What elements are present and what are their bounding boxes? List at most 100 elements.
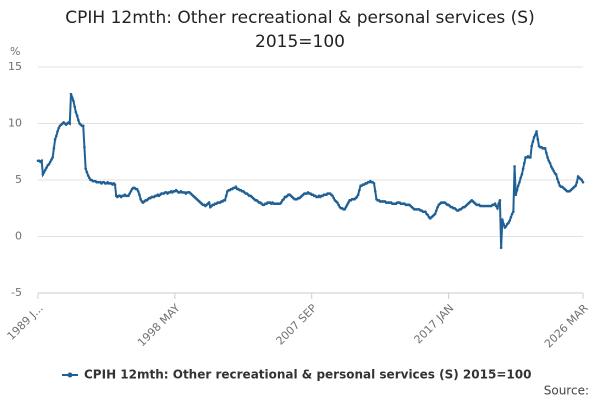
point: [372, 182, 376, 185]
point: [69, 92, 73, 96]
point: [41, 173, 45, 176]
point: [535, 130, 538, 133]
point: [530, 144, 533, 148]
point: [510, 212, 514, 216]
point: [53, 138, 57, 141]
point: [331, 194, 334, 198]
point: [336, 201, 339, 204]
point: [509, 215, 513, 219]
point: [551, 167, 554, 170]
point: [279, 201, 283, 204]
point: [554, 173, 558, 176]
legend-marker: [67, 372, 73, 378]
point: [86, 174, 90, 177]
point: [433, 212, 437, 216]
point: [57, 126, 61, 130]
point: [556, 177, 559, 181]
x-tick-label: 2007 SEP: [273, 301, 319, 347]
point: [424, 210, 427, 213]
point: [504, 225, 508, 228]
y-tick-label: 0: [15, 230, 22, 243]
point: [135, 187, 139, 191]
point: [373, 190, 377, 193]
point: [84, 167, 87, 170]
point: [546, 156, 549, 159]
point: [435, 209, 438, 212]
point: [343, 208, 347, 211]
point: [223, 199, 227, 202]
point: [128, 192, 131, 195]
point: [224, 194, 228, 198]
point: [55, 134, 58, 138]
point: [536, 138, 540, 141]
line: [38, 93, 584, 248]
point: [426, 213, 430, 217]
point: [77, 118, 80, 122]
point: [494, 204, 498, 208]
point: [547, 159, 551, 163]
point: [512, 210, 515, 213]
point: [56, 130, 59, 133]
point: [51, 156, 54, 159]
point: [513, 165, 516, 168]
y-tick-label: 10: [8, 117, 22, 130]
point: [519, 176, 522, 180]
point: [531, 140, 535, 143]
point: [234, 185, 238, 189]
point: [332, 196, 336, 200]
point: [127, 194, 130, 198]
point: [42, 170, 46, 174]
point: [138, 193, 141, 196]
point: [347, 201, 350, 204]
point: [75, 114, 79, 117]
point: [356, 193, 360, 196]
y-tick-label: 5: [15, 173, 22, 186]
point: [532, 135, 536, 139]
point: [436, 205, 439, 209]
point: [282, 197, 285, 201]
point: [73, 105, 76, 108]
y-tick-label: 15: [8, 60, 22, 73]
point: [52, 147, 56, 150]
point: [529, 156, 532, 159]
x-tick-label: 2026 MAR: [542, 301, 591, 350]
point: [499, 246, 503, 250]
point: [74, 110, 78, 114]
point: [139, 197, 142, 201]
point: [45, 166, 48, 169]
chart-title: CPIH 12mth: Other recreational & persona…: [65, 8, 535, 52]
point: [113, 183, 117, 186]
point: [498, 199, 502, 202]
point: [581, 180, 585, 184]
point: [47, 162, 51, 166]
point: [129, 190, 133, 193]
point: [83, 145, 86, 149]
point: [44, 168, 47, 172]
point: [136, 190, 140, 193]
point: [552, 169, 555, 173]
point: [574, 184, 577, 187]
point: [48, 160, 52, 164]
point: [40, 159, 43, 163]
point: [70, 96, 74, 99]
point: [557, 180, 560, 184]
point: [88, 176, 91, 180]
x-tick-label: 1998 MAY: [135, 301, 183, 349]
point: [344, 205, 348, 209]
point: [575, 180, 579, 184]
point: [85, 170, 89, 174]
point: [496, 206, 499, 210]
point: [508, 219, 511, 222]
x-tick-label: 2017 JAN: [412, 302, 457, 347]
point: [501, 218, 504, 221]
point: [580, 178, 584, 182]
point: [516, 184, 520, 187]
point: [548, 161, 552, 165]
point: [523, 161, 526, 165]
point: [355, 195, 359, 199]
point: [545, 151, 548, 155]
point: [50, 158, 53, 161]
point: [497, 202, 500, 206]
